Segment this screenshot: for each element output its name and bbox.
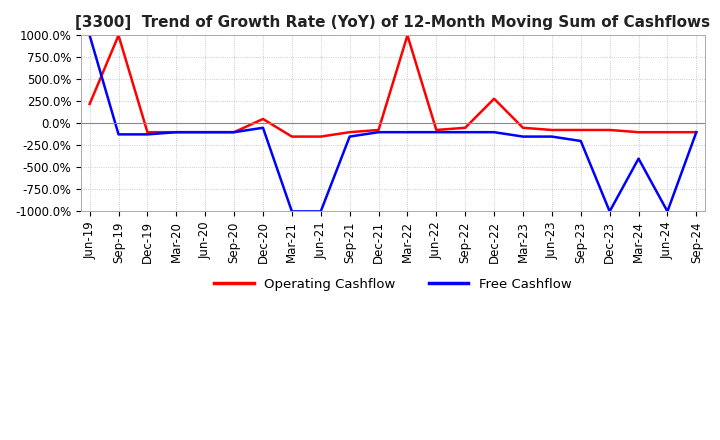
Operating Cashflow: [230, 129, 238, 135]
Free Cashflow: [403, 129, 412, 135]
Operating Cashflow: [548, 127, 557, 132]
Line: Free Cashflow: Free Cashflow: [89, 35, 696, 212]
Operating Cashflow: [663, 129, 672, 135]
Free Cashflow: [692, 129, 701, 135]
Operating Cashflow: [461, 125, 469, 130]
Operating Cashflow: [518, 125, 527, 130]
Free Cashflow: [172, 129, 181, 135]
Operating Cashflow: [258, 116, 267, 121]
Free Cashflow: [230, 129, 238, 135]
Free Cashflow: [548, 134, 557, 139]
Free Cashflow: [490, 129, 498, 135]
Free Cashflow: [518, 134, 527, 139]
Operating Cashflow: [577, 127, 585, 132]
Operating Cashflow: [606, 127, 614, 132]
Free Cashflow: [201, 129, 210, 135]
Free Cashflow: [317, 209, 325, 214]
Operating Cashflow: [172, 129, 181, 135]
Free Cashflow: [577, 138, 585, 143]
Free Cashflow: [374, 129, 383, 135]
Operating Cashflow: [432, 127, 441, 132]
Operating Cashflow: [201, 129, 210, 135]
Operating Cashflow: [287, 134, 296, 139]
Free Cashflow: [663, 209, 672, 214]
Operating Cashflow: [374, 127, 383, 132]
Operating Cashflow: [692, 129, 701, 135]
Free Cashflow: [114, 132, 123, 137]
Operating Cashflow: [114, 33, 123, 38]
Line: Operating Cashflow: Operating Cashflow: [89, 35, 696, 136]
Free Cashflow: [258, 125, 267, 130]
Free Cashflow: [634, 156, 643, 161]
Title: [3300]  Trend of Growth Rate (YoY) of 12-Month Moving Sum of Cashflows: [3300] Trend of Growth Rate (YoY) of 12-…: [76, 15, 711, 30]
Operating Cashflow: [143, 129, 152, 135]
Operating Cashflow: [85, 101, 94, 106]
Operating Cashflow: [634, 129, 643, 135]
Operating Cashflow: [490, 96, 498, 101]
Free Cashflow: [143, 132, 152, 137]
Legend: Operating Cashflow, Free Cashflow: Operating Cashflow, Free Cashflow: [209, 273, 577, 297]
Free Cashflow: [461, 129, 469, 135]
Operating Cashflow: [346, 129, 354, 135]
Operating Cashflow: [403, 33, 412, 38]
Free Cashflow: [287, 209, 296, 214]
Operating Cashflow: [317, 134, 325, 139]
Free Cashflow: [606, 209, 614, 214]
Free Cashflow: [432, 129, 441, 135]
Free Cashflow: [346, 134, 354, 139]
Free Cashflow: [85, 33, 94, 38]
